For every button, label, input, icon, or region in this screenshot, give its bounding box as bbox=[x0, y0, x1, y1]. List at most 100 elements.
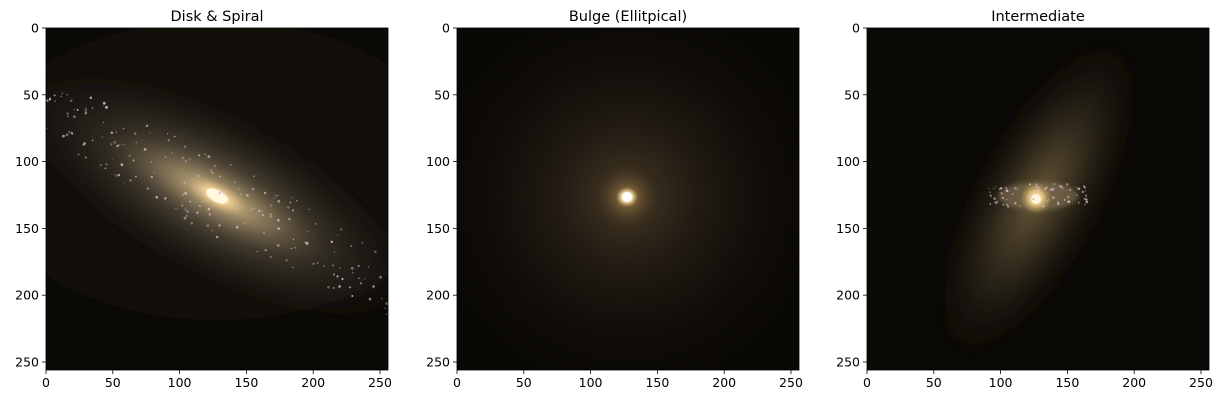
star-dot bbox=[348, 286, 351, 289]
star-dot bbox=[135, 141, 138, 144]
star-dot bbox=[66, 115, 69, 118]
star-dot bbox=[251, 187, 255, 191]
axes-frame bbox=[866, 27, 1210, 371]
star-dot bbox=[258, 209, 261, 212]
y-tick-label: 0 bbox=[442, 21, 450, 36]
panel-title: Disk & Spiral bbox=[171, 9, 264, 25]
star-dot bbox=[379, 275, 382, 279]
star-dot bbox=[1084, 203, 1086, 206]
star-dot bbox=[1007, 205, 1010, 208]
star-dot bbox=[84, 156, 87, 159]
star-dot bbox=[250, 208, 253, 211]
star-cluster-dots bbox=[35, 92, 394, 315]
star-dot bbox=[129, 179, 132, 182]
x-tick-label: 0 bbox=[42, 375, 50, 390]
star-dot bbox=[1076, 194, 1078, 197]
star-dot bbox=[35, 102, 38, 105]
star-dot bbox=[49, 97, 52, 100]
star-dot bbox=[133, 132, 137, 135]
star-dot bbox=[83, 142, 86, 145]
star-dot bbox=[1066, 195, 1070, 199]
star-dot bbox=[1085, 198, 1088, 201]
star-dot bbox=[184, 191, 188, 195]
star-dot bbox=[73, 108, 76, 111]
y-tick-label: 200 bbox=[426, 288, 450, 303]
star-dot bbox=[288, 217, 291, 221]
star-dot bbox=[1085, 195, 1087, 198]
star-dot bbox=[84, 109, 88, 112]
star-dot bbox=[68, 130, 71, 134]
star-dot bbox=[351, 295, 354, 297]
star-dot bbox=[388, 293, 390, 295]
star-dot bbox=[194, 184, 196, 186]
noise-specks bbox=[352, 320, 380, 362]
star-dot bbox=[77, 153, 80, 156]
star-dot bbox=[351, 271, 354, 274]
star-dot bbox=[183, 216, 187, 220]
star-dot bbox=[76, 108, 79, 111]
star-dot bbox=[327, 286, 330, 289]
star-dot bbox=[115, 174, 118, 177]
star-dot bbox=[219, 175, 221, 178]
star-dot bbox=[60, 95, 62, 98]
star-dot bbox=[332, 286, 335, 289]
star-dot bbox=[102, 121, 104, 124]
panel-disk-spiral: Disk & Spiral 0 50 100 150 200 25005010015020… bbox=[15, 9, 394, 390]
star-dot bbox=[1047, 199, 1050, 201]
star-dot bbox=[70, 132, 74, 135]
star-dot bbox=[338, 285, 341, 288]
star-dot bbox=[193, 187, 195, 189]
star-dot bbox=[358, 277, 360, 279]
star-dot bbox=[316, 262, 319, 264]
star-dot bbox=[333, 273, 336, 276]
star-dot bbox=[332, 264, 335, 267]
star-dot bbox=[185, 214, 189, 217]
star-dot bbox=[181, 204, 184, 207]
axes-frame bbox=[456, 27, 800, 371]
star-dot bbox=[992, 188, 995, 190]
star-dot bbox=[330, 240, 334, 244]
star-dot bbox=[333, 251, 336, 254]
star-dot bbox=[357, 264, 360, 267]
x-tick-label: 100 bbox=[168, 375, 192, 390]
star-dot bbox=[336, 275, 339, 278]
star-dot bbox=[105, 163, 108, 166]
star-dot bbox=[1078, 201, 1080, 203]
star-dot bbox=[1075, 186, 1077, 188]
star-dot bbox=[1014, 187, 1017, 190]
star-dot bbox=[208, 213, 211, 216]
star-dot bbox=[123, 182, 125, 184]
x-tick-label: 50 bbox=[105, 375, 121, 390]
star-dot bbox=[66, 112, 69, 115]
star-dot bbox=[222, 190, 226, 194]
star-dot bbox=[155, 195, 159, 199]
star-dot bbox=[184, 161, 186, 163]
star-dot bbox=[204, 153, 206, 155]
star-dot bbox=[84, 112, 87, 115]
star-dot bbox=[290, 247, 293, 250]
star-dot bbox=[53, 94, 56, 97]
star-dot bbox=[235, 225, 239, 229]
star-dot bbox=[189, 200, 192, 203]
star-dot bbox=[1046, 199, 1049, 203]
star-dot bbox=[390, 276, 394, 280]
star-dot bbox=[198, 154, 201, 157]
star-dot bbox=[173, 135, 176, 138]
star-cluster-dots bbox=[988, 183, 1089, 208]
star-dot bbox=[199, 205, 201, 207]
star-dot bbox=[285, 259, 288, 262]
x-tick-label: 150 bbox=[1055, 375, 1079, 390]
star-dot bbox=[305, 241, 309, 245]
star-dot bbox=[1037, 189, 1041, 192]
star-dot bbox=[296, 199, 298, 202]
star-dot bbox=[181, 157, 184, 159]
star-dot bbox=[190, 221, 194, 225]
star-dot bbox=[120, 163, 124, 167]
y-tick-label: 250 bbox=[836, 354, 860, 369]
star-dot bbox=[1005, 189, 1009, 193]
star-dot bbox=[1085, 194, 1087, 196]
star-dot bbox=[66, 93, 68, 96]
star-dot bbox=[114, 173, 116, 176]
star-dot bbox=[171, 151, 173, 154]
